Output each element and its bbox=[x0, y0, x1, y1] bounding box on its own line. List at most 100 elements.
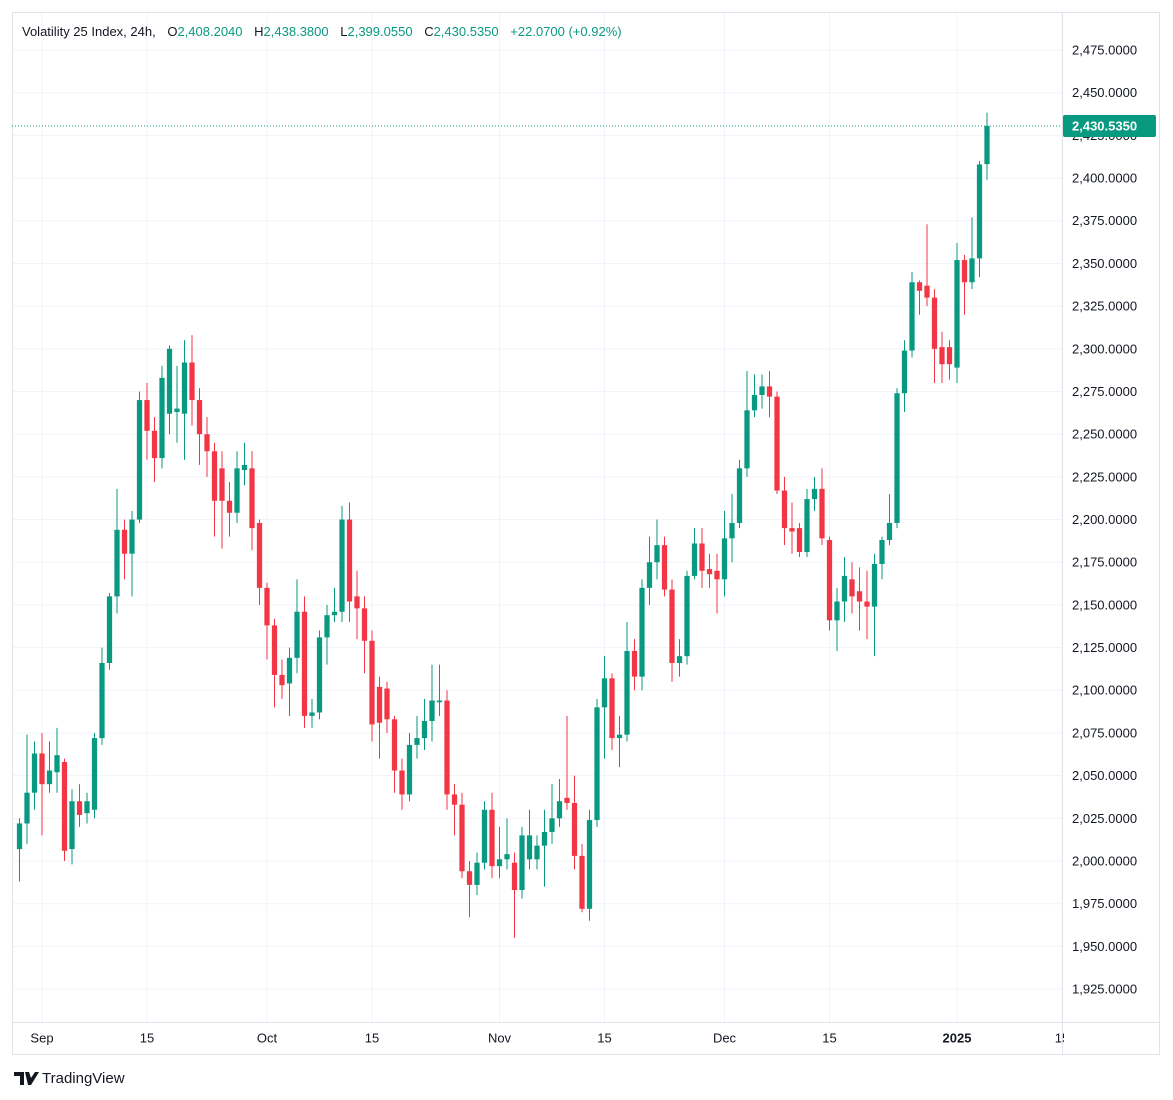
candle-body bbox=[339, 519, 345, 612]
candle-body bbox=[744, 410, 750, 469]
candle-body bbox=[39, 753, 45, 785]
y-labels: 1,925.0000 1,950.0000 1,975.0000 2,000.0000… bbox=[1072, 43, 1137, 997]
x-tick-label: Sep bbox=[30, 1030, 53, 1045]
candle-body bbox=[114, 529, 120, 597]
candle-body bbox=[421, 721, 428, 739]
candle-body bbox=[31, 753, 38, 793]
y-tick-label: 2,100.0000 bbox=[1072, 683, 1137, 698]
axes bbox=[12, 12, 1160, 1055]
candle-body bbox=[16, 823, 23, 850]
candle-body bbox=[24, 792, 30, 824]
candle-body bbox=[736, 468, 743, 523]
candle-body bbox=[616, 734, 623, 739]
candle-body bbox=[646, 562, 653, 588]
candle-body bbox=[286, 657, 293, 684]
candle-body bbox=[526, 835, 533, 860]
last-price-label: 2,430.5350 bbox=[1072, 118, 1137, 133]
candle-body bbox=[436, 700, 443, 703]
candle-body bbox=[654, 545, 660, 563]
candle-body bbox=[834, 601, 840, 621]
candle-body bbox=[714, 570, 720, 580]
candle-body bbox=[234, 468, 240, 513]
candle-body bbox=[901, 350, 908, 394]
candle-body bbox=[631, 651, 638, 677]
candle-body bbox=[511, 862, 518, 891]
candle-body bbox=[699, 543, 705, 571]
candle-body bbox=[691, 543, 698, 576]
candle-body bbox=[684, 575, 690, 657]
brand-icon bbox=[14, 1072, 39, 1085]
candle-body bbox=[811, 488, 818, 500]
candle-body bbox=[279, 674, 285, 686]
x-tick-label: Dec bbox=[713, 1030, 737, 1045]
candle-body bbox=[61, 761, 68, 851]
candle-body bbox=[309, 712, 315, 716]
y-tick-label: 2,300.0000 bbox=[1072, 341, 1137, 356]
candle-body bbox=[751, 394, 758, 411]
candle-body bbox=[99, 662, 105, 739]
candle-body bbox=[151, 430, 158, 459]
candle-body bbox=[106, 596, 113, 663]
candle-body bbox=[766, 386, 773, 397]
candle-body bbox=[609, 678, 615, 739]
y-tick-label: 2,125.0000 bbox=[1072, 640, 1137, 655]
candle-body bbox=[556, 801, 563, 819]
candle-body bbox=[946, 347, 953, 365]
candle-body bbox=[706, 569, 713, 575]
x-tick-label: 15 bbox=[140, 1030, 154, 1045]
candle-body bbox=[624, 651, 630, 735]
y-tick-label: 1,925.0000 bbox=[1072, 981, 1137, 996]
candle-body bbox=[361, 608, 368, 641]
y-tick-label: 2,200.0000 bbox=[1072, 512, 1137, 527]
candle-body bbox=[759, 386, 765, 395]
candle-body bbox=[849, 579, 855, 597]
candle-body bbox=[571, 802, 578, 856]
candle-body bbox=[166, 348, 173, 414]
candle-body bbox=[924, 285, 930, 298]
legend: Volatility 25 Index, 24h, O2,408.2040 H2… bbox=[22, 24, 622, 39]
ohlc-value: 2,430.5350 bbox=[433, 24, 499, 39]
ohlc-key: C bbox=[424, 24, 434, 39]
candle-body bbox=[594, 707, 600, 821]
candle-body bbox=[586, 820, 593, 909]
candle-body bbox=[579, 855, 585, 909]
candle-body bbox=[466, 871, 473, 885]
y-tick-label: 2,000.0000 bbox=[1072, 853, 1137, 868]
candle-body bbox=[264, 587, 270, 626]
ohlc-value: 2,399.0550 bbox=[347, 24, 413, 39]
y-tick-label: 2,275.0000 bbox=[1072, 384, 1137, 399]
candle-body bbox=[871, 563, 878, 607]
candle-body bbox=[76, 801, 83, 815]
y-tick-label: 2,250.0000 bbox=[1072, 427, 1137, 442]
candle-body bbox=[781, 490, 788, 529]
brand-text: TradingView bbox=[42, 1070, 125, 1087]
brand-logo: TradingView bbox=[14, 1070, 125, 1087]
y-tick-label: 2,375.0000 bbox=[1072, 213, 1137, 228]
candle-body bbox=[226, 500, 233, 513]
candles bbox=[16, 112, 990, 938]
candle-body bbox=[159, 377, 165, 459]
candle-body bbox=[954, 260, 960, 368]
candle-body bbox=[474, 862, 480, 885]
candle-body bbox=[121, 529, 128, 554]
candle-body bbox=[504, 854, 510, 860]
candle-body bbox=[856, 591, 863, 602]
ohlc-value: 2,438.3800 bbox=[263, 24, 329, 39]
candle-body bbox=[451, 794, 458, 805]
candle-body bbox=[639, 587, 645, 677]
candle-body bbox=[196, 400, 203, 435]
ohlc-value: 2,408.2040 bbox=[177, 24, 243, 39]
ohlc-key: O bbox=[167, 24, 178, 39]
candle-body bbox=[256, 522, 263, 588]
candle-body bbox=[886, 522, 893, 541]
candle-body bbox=[729, 522, 735, 539]
candle-body bbox=[676, 656, 683, 663]
x-tick-label: Oct bbox=[257, 1030, 278, 1045]
candle-body bbox=[301, 611, 308, 716]
y-tick-label: 2,225.0000 bbox=[1072, 469, 1137, 484]
candle-body bbox=[789, 528, 795, 532]
candle-body bbox=[204, 434, 210, 452]
candle-body bbox=[444, 700, 450, 795]
